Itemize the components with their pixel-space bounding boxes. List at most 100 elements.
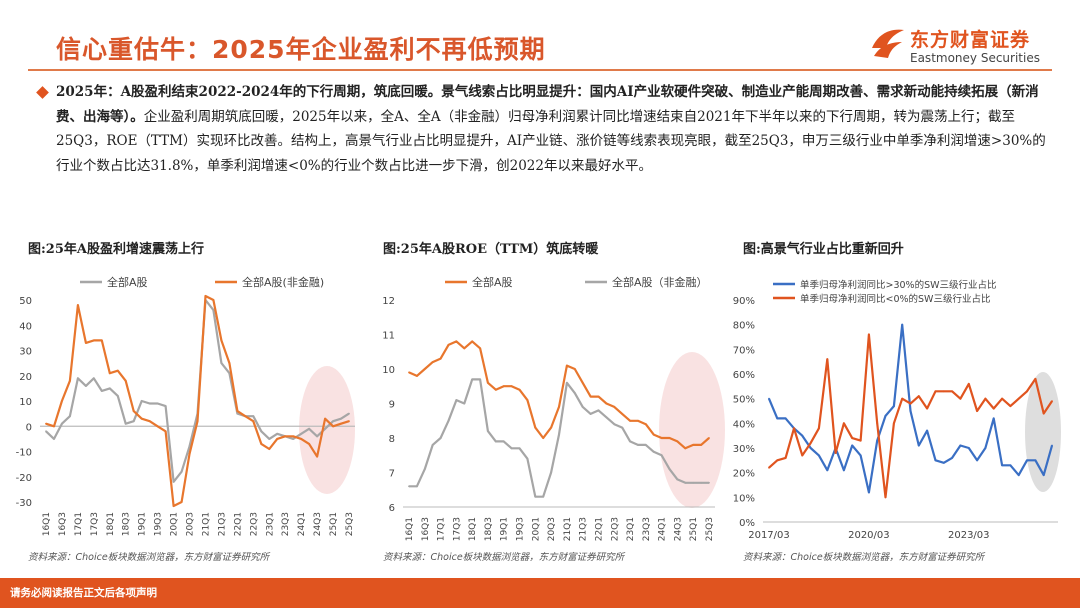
data-point <box>92 377 95 380</box>
data-point <box>252 415 255 418</box>
data-point <box>332 420 334 423</box>
y-tick-label: 50% <box>733 395 755 406</box>
data-point <box>589 413 592 415</box>
y-tick-label: 80% <box>733 321 755 332</box>
data-point <box>180 470 183 473</box>
data-point <box>801 434 804 437</box>
data-point <box>909 410 912 412</box>
data-point <box>1009 464 1012 467</box>
data-point <box>984 447 987 449</box>
data-point <box>876 439 879 442</box>
data-point <box>228 362 231 364</box>
y-tick-label: 20% <box>733 469 755 480</box>
data-point <box>487 430 489 432</box>
x-tick-label: 22Q3 <box>249 512 259 536</box>
data-point <box>53 425 55 428</box>
x-tick-label: 2020/03 <box>848 530 890 541</box>
data-point <box>494 440 497 443</box>
data-point <box>637 419 639 422</box>
data-point <box>826 469 829 472</box>
data-point <box>605 416 608 419</box>
data-point <box>408 371 410 374</box>
chart1-title: 图:25年A股盈利增速震荡上行 <box>28 242 204 257</box>
data-point <box>439 357 442 360</box>
data-point <box>793 427 795 430</box>
data-point <box>479 378 481 381</box>
data-point <box>431 361 434 363</box>
data-point <box>276 432 279 435</box>
data-point <box>660 454 663 457</box>
data-point <box>834 452 837 454</box>
data-point <box>692 481 695 484</box>
data-point <box>164 405 167 407</box>
brand-mark-icon <box>872 29 904 58</box>
data-point <box>148 420 151 423</box>
brand-name-cn: 东方财富证券 <box>910 29 1031 51</box>
data-point <box>332 425 334 428</box>
data-point <box>188 453 191 455</box>
data-point <box>851 437 854 439</box>
x-tick-label: 25Q3 <box>345 512 355 536</box>
data-point <box>100 339 103 342</box>
data-point <box>140 417 143 420</box>
y-tick-label: -10 <box>16 448 32 459</box>
data-point <box>768 397 770 400</box>
data-point <box>942 390 945 393</box>
data-point <box>188 445 191 448</box>
x-tick-label: 18Q1 <box>468 517 478 541</box>
data-point <box>581 381 584 384</box>
data-point <box>124 379 127 382</box>
data-point <box>692 444 695 446</box>
data-point <box>463 402 466 405</box>
data-point <box>1042 474 1045 476</box>
x-tick-label: 19Q3 <box>516 517 526 541</box>
data-point <box>951 390 953 393</box>
data-point <box>494 388 497 391</box>
x-tick-label: 22Q1 <box>594 517 604 541</box>
data-point <box>518 447 521 450</box>
chart1-source: 资料来源：Choice板块数据浏览器，东方财富证券研究所 <box>28 552 270 563</box>
data-point <box>1034 378 1037 380</box>
x-tick-label: 25Q3 <box>705 517 715 541</box>
y-tick-label: 6 <box>389 503 395 514</box>
data-point <box>455 399 458 401</box>
y-tick-label: 30 <box>19 347 32 358</box>
data-point <box>408 485 410 488</box>
summary-body: 企业盈利周期筑底回暖，2025年以来，全A、全A（非金融）归母净利润累计同比增速… <box>56 108 1046 174</box>
data-point <box>300 438 303 440</box>
footer-disclaimer: 请务必阅读报告正文后各项声明 <box>10 587 157 599</box>
y-tick-label: 10% <box>733 493 755 504</box>
data-point <box>220 339 223 342</box>
data-point <box>1042 412 1045 415</box>
data-point <box>1009 405 1012 407</box>
data-point <box>236 412 239 415</box>
data-point <box>637 444 639 446</box>
legend-label: 全部A股(非金融) <box>242 275 324 289</box>
x-tick-label: 2017/03 <box>748 530 790 541</box>
series-line-0 <box>767 323 1054 494</box>
data-point <box>502 385 505 388</box>
x-tick-label: 23Q1 <box>626 517 636 541</box>
y-tick-label: 9 <box>389 400 395 411</box>
y-tick-label: 11 <box>382 331 395 342</box>
x-tick-label: 21Q3 <box>579 517 589 541</box>
data-point <box>542 495 545 498</box>
x-tick-label: 20Q1 <box>531 517 541 541</box>
data-point <box>901 323 904 326</box>
data-point <box>660 437 663 439</box>
data-point <box>45 430 47 433</box>
data-point <box>1017 397 1020 400</box>
data-point <box>801 454 804 457</box>
data-point <box>684 481 687 484</box>
data-point <box>1051 400 1053 402</box>
data-point <box>236 410 239 412</box>
data-point <box>542 437 545 439</box>
data-point <box>851 444 854 447</box>
y-tick-label: 0% <box>739 518 755 529</box>
y-tick-label: 7 <box>389 469 395 480</box>
y-tick-label: 40% <box>733 419 755 430</box>
data-point <box>843 422 845 425</box>
data-point <box>976 459 978 462</box>
data-point <box>61 400 63 402</box>
data-point <box>992 407 995 410</box>
